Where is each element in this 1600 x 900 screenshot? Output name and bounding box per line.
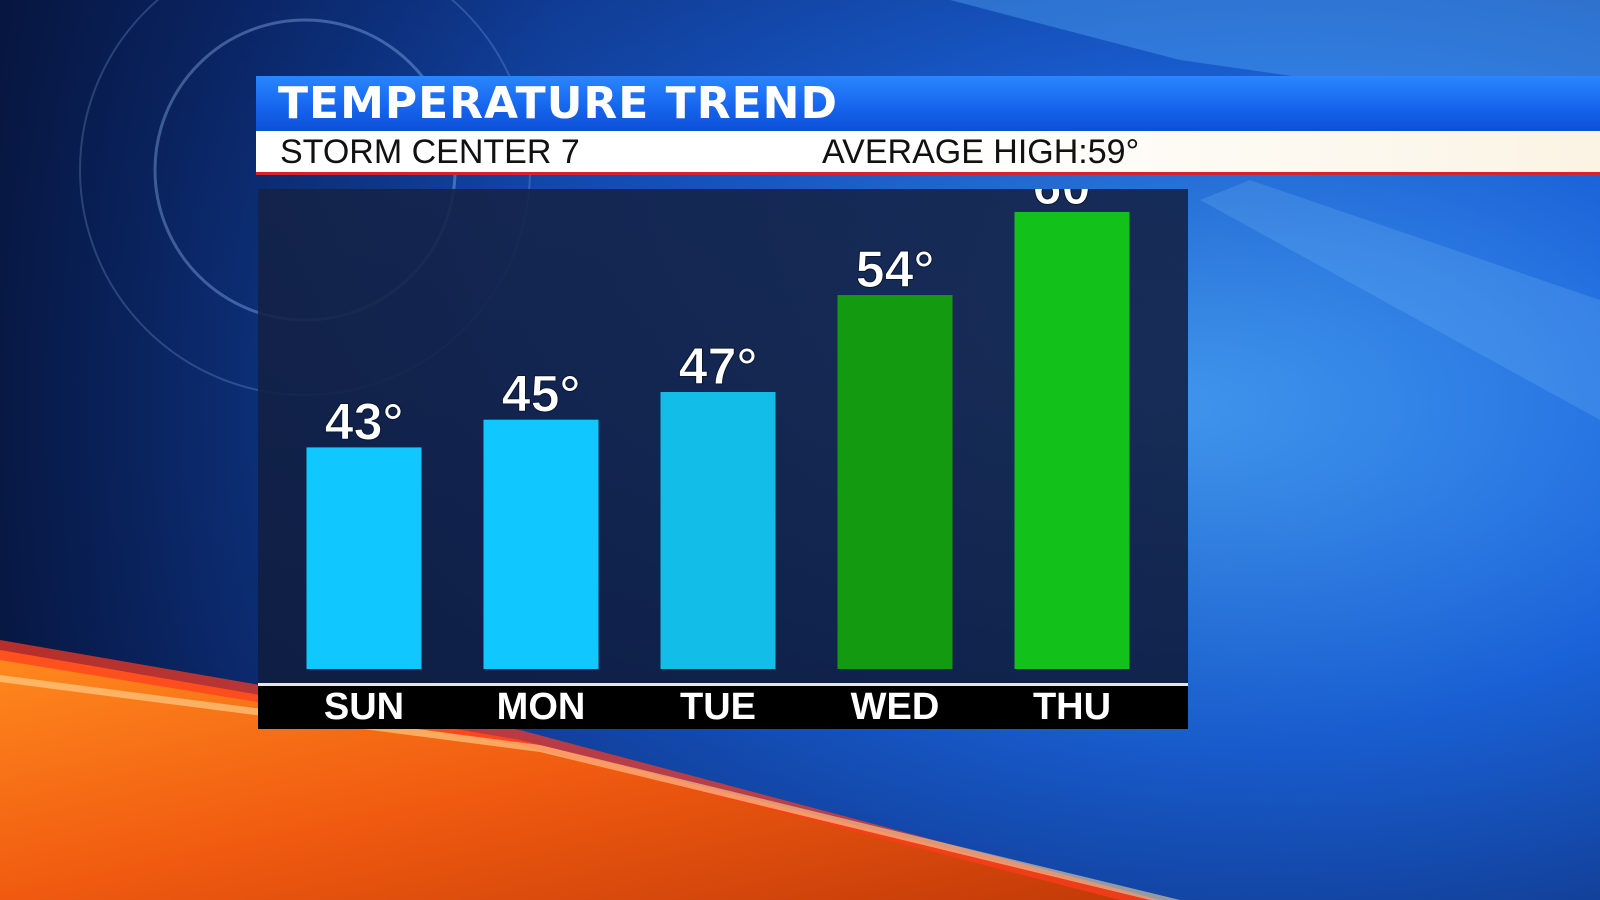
bar-wed xyxy=(837,295,953,669)
day-label-thu: THU xyxy=(1032,686,1112,728)
data-label-thu: 60° xyxy=(1033,189,1112,216)
day-label-tue: TUE xyxy=(680,686,756,728)
bar-tue xyxy=(660,392,776,669)
day-label-mon: MON xyxy=(496,686,586,728)
day-label-wed: WED xyxy=(850,686,940,728)
data-label-tue: 47° xyxy=(679,338,758,396)
title-bar: TEMPERATURE TREND xyxy=(256,76,1600,131)
average-high-label: AVERAGE HIGH: xyxy=(822,133,1088,171)
chart-panel: 43° 45° 47° 54° 60° SUN MON TUE WED THU xyxy=(258,189,1188,729)
average-high: AVERAGE HIGH:59° xyxy=(822,133,1139,171)
bar-chart: 43° 45° 47° 54° 60° xyxy=(306,189,1130,669)
bar-thu xyxy=(1014,211,1130,669)
average-high-value: 59° xyxy=(1087,133,1140,171)
subtitle-bar: STORM CENTER 7 AVERAGE HIGH:59° xyxy=(256,131,1600,175)
station-name: STORM CENTER 7 xyxy=(280,133,580,171)
data-label-mon: 45° xyxy=(502,366,581,424)
bar-mon xyxy=(483,419,599,669)
chart-title: TEMPERATURE TREND xyxy=(278,78,838,129)
data-label-sun: 43° xyxy=(325,393,404,451)
day-label-sun: SUN xyxy=(323,686,405,728)
bar-sun xyxy=(306,447,422,669)
day-label-strip: SUN MON TUE WED THU xyxy=(258,683,1188,729)
data-label-wed: 54° xyxy=(856,241,935,299)
